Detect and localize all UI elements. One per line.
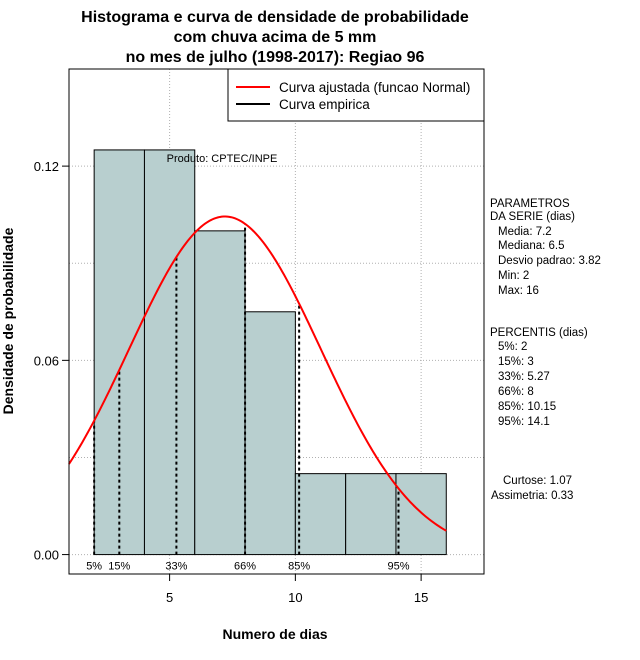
histogram-bar xyxy=(143,149,196,556)
histogram-bar xyxy=(345,473,397,556)
percentis-header: PERCENTIS (dias) xyxy=(490,327,588,339)
histogram-bar xyxy=(294,473,347,556)
x-tick-label: 10 xyxy=(288,590,302,605)
curtose: Curtose: 1.07 xyxy=(503,475,572,487)
param-min: Min: 2 xyxy=(498,270,529,282)
histogram-bar xyxy=(395,473,447,556)
param-mediana: Mediana: 6.5 xyxy=(498,240,565,252)
percentil-95: 95%: 14.1 xyxy=(498,416,550,428)
x-tick-label: 15 xyxy=(414,590,428,605)
y-tick-label: 0.06 xyxy=(34,353,59,368)
y-tick-label: 0.12 xyxy=(34,159,59,174)
percentile-lines-layer: 5% 15% 33% 66% 85% 95% xyxy=(86,223,410,573)
legend-box xyxy=(227,68,485,122)
percentile-label: 66% xyxy=(234,561,256,573)
title-line-1: Histograma e curva de densidade de proba… xyxy=(81,9,469,26)
fitted-normal-curve xyxy=(68,215,447,532)
param-desvio: Desvio padrao: 3.82 xyxy=(498,255,601,267)
histogram-bar xyxy=(194,230,246,556)
histogram-bar xyxy=(244,311,296,556)
params-subheader: DA SERIE (dias) xyxy=(490,211,575,223)
legend: Curva ajustada (funcao Normal) Curva emp… xyxy=(227,68,485,122)
side-panel: PARAMETROS DA SERIE (dias) Media: 7.2 Me… xyxy=(490,198,601,502)
product-annotation: Produto: CPTEC/INPE xyxy=(167,153,278,165)
percentil-33: 33%: 5.27 xyxy=(498,371,550,383)
legend-label-fitted: Curva ajustada (funcao Normal) xyxy=(279,80,470,95)
bar-layer xyxy=(93,149,447,556)
percentile-label: 5% xyxy=(86,561,102,573)
percentil-66: 66%: 8 xyxy=(498,386,534,398)
params-header: PARAMETROS xyxy=(490,198,570,210)
axis-layer: 0.00 0.06 0.12 5 10 15 xyxy=(34,159,429,605)
param-media: Media: 7.2 xyxy=(498,226,552,238)
assimetria: Assimetria: 0.33 xyxy=(491,490,573,502)
x-axis-label: Numero de dias xyxy=(222,626,327,642)
title-line-3: no mes de julho (1998-2017): Regiao 96 xyxy=(126,49,425,66)
percentil-5: 5%: 2 xyxy=(498,341,527,353)
chart-title: Histograma e curva de densidade de proba… xyxy=(81,9,469,66)
x-tick-label: 5 xyxy=(166,590,173,605)
percentil-85: 85%: 10.15 xyxy=(498,401,556,413)
percentile-label: 95% xyxy=(387,561,409,573)
param-max: Max: 16 xyxy=(498,285,539,297)
curve-layer xyxy=(68,215,447,532)
percentile-label: 85% xyxy=(288,561,310,573)
percentil-15: 15%: 3 xyxy=(498,356,534,368)
percentile-label: 33% xyxy=(165,561,187,573)
y-tick-label: 0.00 xyxy=(34,548,59,563)
percentile-label: 15% xyxy=(108,561,130,573)
title-line-2: com chuva acima de 5 mm xyxy=(174,29,377,46)
y-axis-label: Densidade de probabilidade xyxy=(0,227,16,414)
legend-label-empirical: Curva empirica xyxy=(279,97,370,112)
